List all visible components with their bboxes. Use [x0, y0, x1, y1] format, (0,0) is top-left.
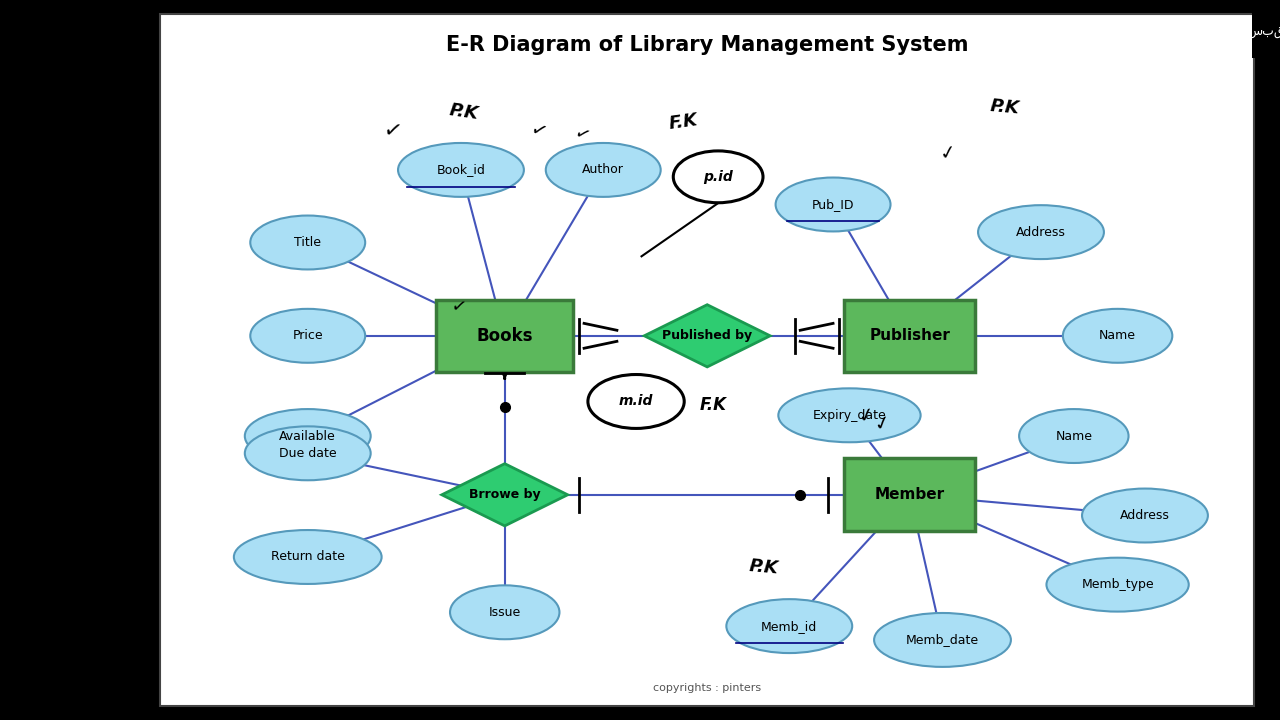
Text: Memb_type: Memb_type [1082, 578, 1153, 591]
Text: Return date: Return date [271, 551, 344, 564]
Ellipse shape [244, 409, 371, 463]
Text: Available: Available [279, 430, 337, 443]
Text: P.K: P.K [749, 557, 780, 577]
Text: Memb_date: Memb_date [906, 634, 979, 647]
FancyBboxPatch shape [844, 300, 975, 372]
Text: Pub_ID: Pub_ID [812, 198, 854, 211]
Ellipse shape [726, 599, 852, 653]
Ellipse shape [1019, 409, 1129, 463]
Text: سبق: سبق [1248, 26, 1280, 39]
Text: p.id: p.id [703, 170, 733, 184]
Text: Publisher: Publisher [869, 328, 950, 343]
Text: E-R Diagram of Library Management System: E-R Diagram of Library Management System [445, 35, 969, 55]
Text: F.K: F.K [667, 111, 699, 132]
Ellipse shape [545, 143, 660, 197]
Text: Title: Title [294, 236, 321, 249]
Ellipse shape [398, 143, 524, 197]
Text: Memb_id: Memb_id [762, 620, 818, 633]
Text: m.id: m.id [618, 395, 653, 408]
Text: Published by: Published by [662, 329, 753, 342]
Ellipse shape [673, 151, 763, 203]
FancyBboxPatch shape [844, 459, 975, 531]
Text: Address: Address [1120, 509, 1170, 522]
Ellipse shape [874, 613, 1011, 667]
Ellipse shape [451, 585, 559, 639]
Text: Expiry_date: Expiry_date [813, 409, 886, 422]
Text: P.K: P.K [448, 102, 480, 124]
Polygon shape [644, 305, 771, 367]
Ellipse shape [251, 215, 365, 269]
Text: ✓: ✓ [381, 120, 403, 143]
Ellipse shape [1082, 489, 1208, 542]
Ellipse shape [1047, 558, 1189, 611]
Text: ✓: ✓ [938, 142, 957, 163]
Text: Issue: Issue [489, 606, 521, 618]
Ellipse shape [244, 426, 371, 480]
Ellipse shape [776, 178, 891, 231]
FancyBboxPatch shape [436, 300, 573, 372]
Text: Name: Name [1100, 329, 1137, 342]
Text: Price: Price [292, 329, 323, 342]
Text: Name: Name [1055, 430, 1092, 443]
Text: copyrights : pinters: copyrights : pinters [653, 683, 762, 693]
Text: F.K: F.K [699, 396, 726, 414]
Text: Brrowe by: Brrowe by [468, 488, 540, 501]
Text: Due date: Due date [279, 447, 337, 460]
Ellipse shape [234, 530, 381, 584]
Text: Books: Books [476, 327, 532, 345]
Ellipse shape [778, 388, 920, 442]
Text: ✓: ✓ [872, 413, 892, 435]
Ellipse shape [1062, 309, 1172, 363]
Text: Address: Address [1016, 225, 1066, 238]
Ellipse shape [251, 309, 365, 363]
Text: Member: Member [874, 487, 945, 503]
Text: ✓: ✓ [449, 297, 467, 317]
Ellipse shape [588, 374, 685, 428]
Text: P.K: P.K [989, 97, 1020, 118]
Text: ✓: ✓ [571, 124, 593, 147]
Text: Book_id: Book_id [436, 163, 485, 176]
Text: Author: Author [582, 163, 625, 176]
Polygon shape [442, 464, 567, 526]
Text: ✓: ✓ [855, 404, 877, 426]
Text: ✓: ✓ [526, 120, 549, 143]
Ellipse shape [978, 205, 1103, 259]
